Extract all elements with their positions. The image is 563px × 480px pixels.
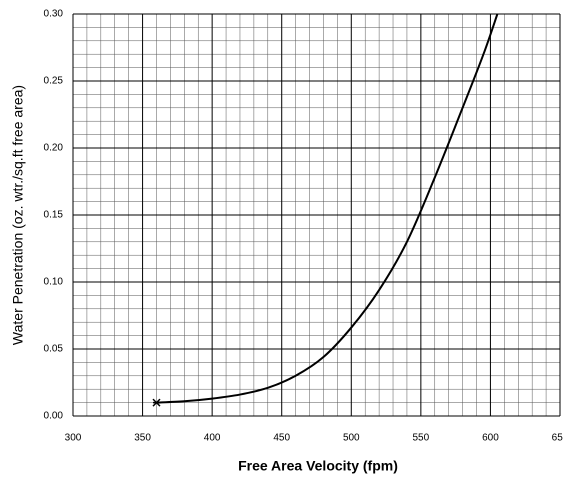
- x-axis-title: Free Area Velocity (fpm): [238, 458, 398, 474]
- x-tick-label: 650: [552, 433, 563, 444]
- y-tick-label: 0.10: [44, 277, 64, 288]
- x-tick-label: 500: [343, 433, 360, 444]
- x-tick-label: 350: [134, 433, 151, 444]
- line: [156, 13, 499, 404]
- x-tick-label: 450: [273, 433, 290, 444]
- y-tick-label: 0.00: [44, 411, 64, 422]
- y-tick-label: 0.15: [44, 210, 64, 221]
- y-tick-label: 0.30: [44, 9, 64, 20]
- x-tick-label: 600: [482, 433, 499, 444]
- x-tick-label: 300: [65, 433, 82, 444]
- x-tick-label: 400: [204, 433, 221, 444]
- y-tick-label: 0.05: [44, 344, 64, 355]
- y-axis-title: Water Penetration (oz. wtr./sq.ft free a…: [10, 85, 26, 345]
- x-tick-label: 550: [413, 433, 430, 444]
- y-tick-label: 0.20: [44, 143, 64, 154]
- start-marker: [152, 398, 161, 407]
- y-tick-label: 0.25: [44, 76, 64, 87]
